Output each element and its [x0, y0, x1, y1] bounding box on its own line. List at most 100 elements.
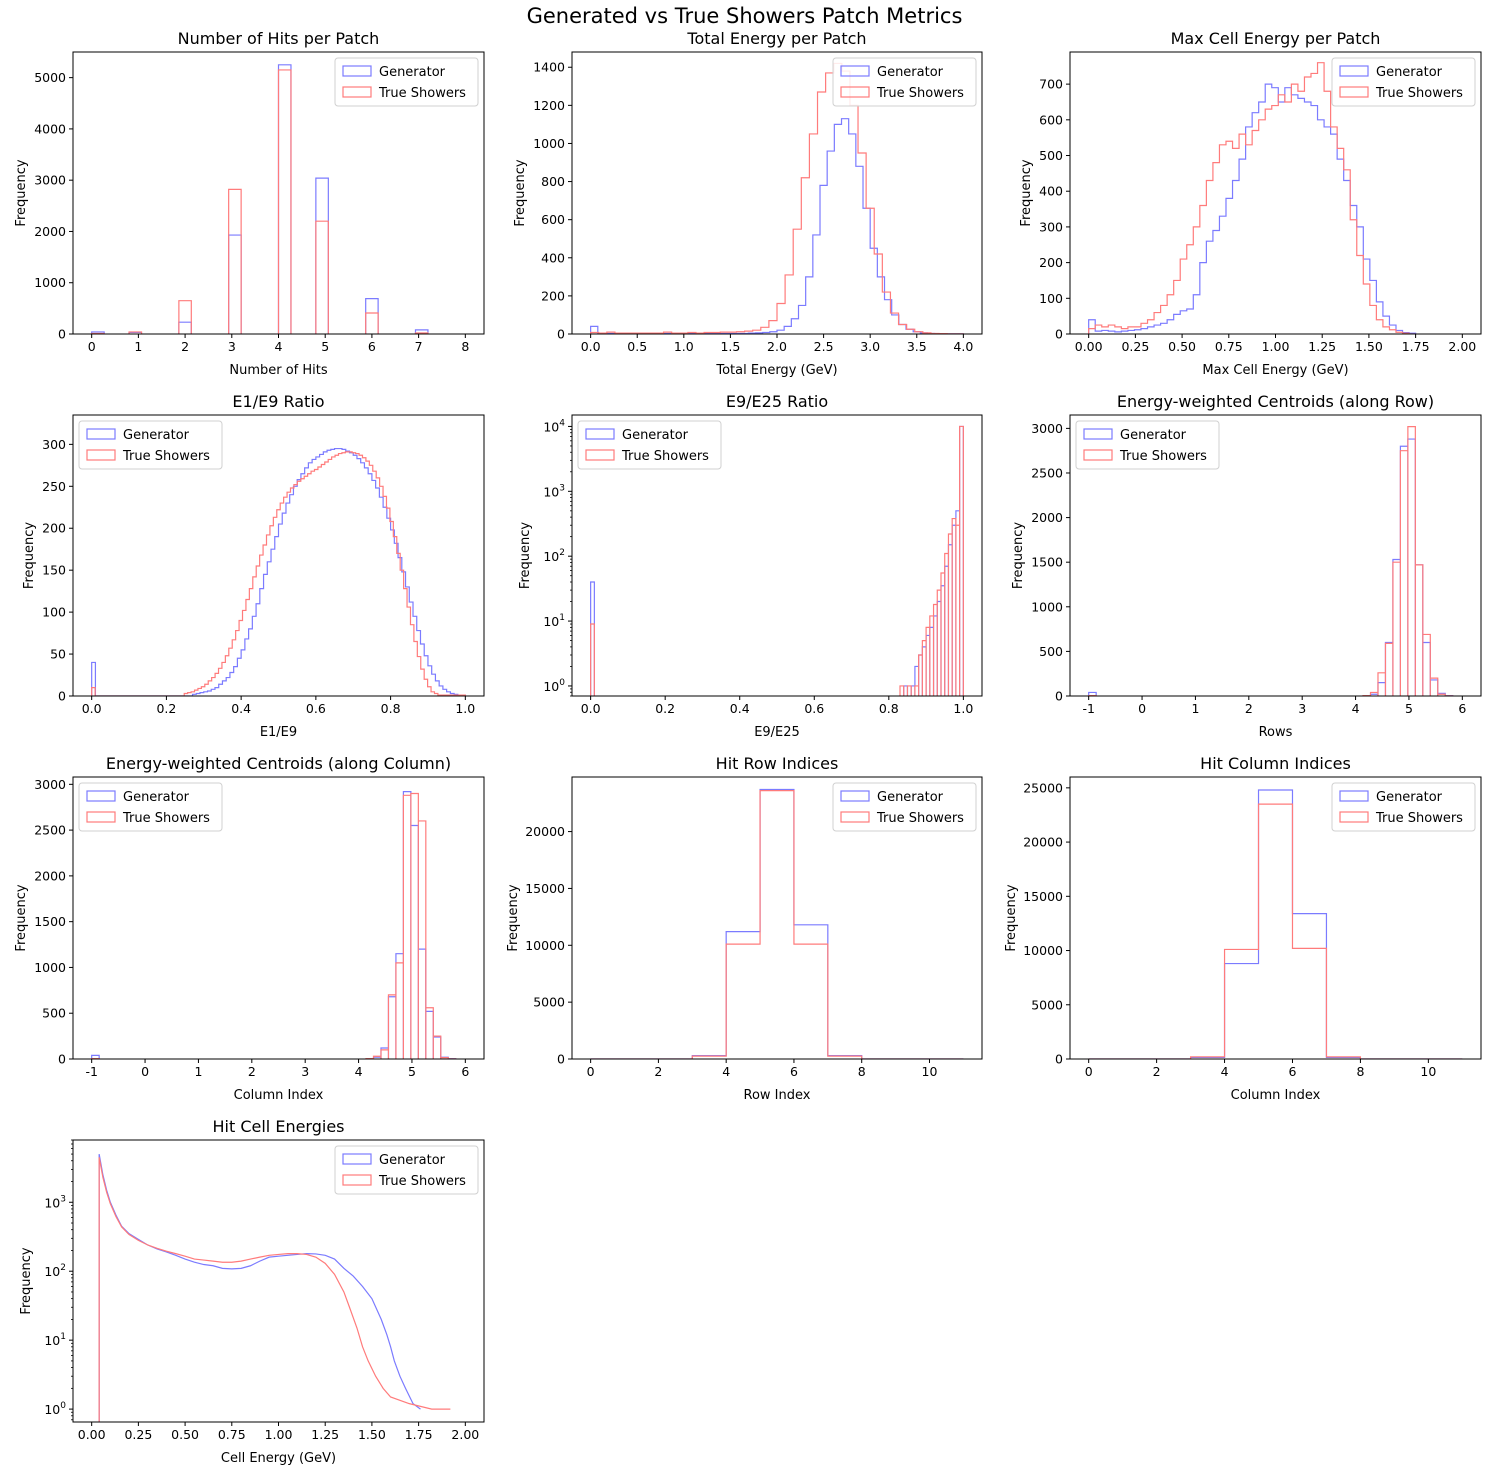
plot-area — [98, 1153, 451, 1422]
x-tick-label: 2 — [654, 1064, 662, 1079]
legend-swatch-true-showers — [1339, 811, 1369, 823]
y-tick-label: 600 — [1039, 112, 1063, 127]
plot-area — [590, 62, 964, 334]
y-tick-label: 25000 — [1023, 780, 1063, 795]
legend-label-generator: Generator — [877, 790, 944, 805]
legend: Generator True Showers — [334, 1145, 479, 1195]
y-tick-label: 20000 — [1023, 835, 1063, 850]
axes-frame — [72, 776, 485, 1060]
x-tick-label: 0.5 — [627, 339, 647, 354]
y-axis-label: Frequency — [14, 159, 29, 226]
x-tick-label: 0.25 — [1121, 339, 1149, 354]
y-axis-label: Frequency — [19, 1247, 34, 1314]
y-tick-label: 500 — [1039, 644, 1063, 659]
series-true-showers — [91, 451, 466, 696]
y-tick-label: 5000 — [533, 995, 565, 1010]
series-true-showers — [98, 1157, 451, 1422]
axes-frame — [1069, 776, 1482, 1060]
legend-label-true-showers: True Showers — [621, 449, 709, 464]
legend: Generator True Showers — [832, 57, 977, 107]
y-tick-label: 250 — [42, 479, 66, 494]
legend-label-true-showers: True Showers — [876, 86, 964, 101]
y-tick-label: 101 — [543, 613, 565, 629]
y-axis-label: Frequency — [513, 159, 528, 226]
y-tick-label: 2000 — [34, 224, 66, 239]
legend-swatch-generator — [840, 790, 870, 802]
y-tick-label: 100 — [44, 1401, 66, 1417]
y-tick-label: 400 — [541, 250, 565, 265]
legend-swatch-true-showers — [86, 811, 116, 823]
legend-swatch-true-showers — [1083, 449, 1113, 461]
legend-label-generator: Generator — [622, 428, 689, 443]
x-tick-label: 5 — [1405, 701, 1413, 716]
x-tick-label: 4.0 — [953, 339, 973, 354]
y-tick-label: 50 — [50, 647, 66, 662]
y-tick-label: 150 — [42, 563, 66, 578]
plot-area — [590, 425, 964, 696]
legend-swatch-true-showers — [840, 811, 870, 823]
y-tick-label: 3000 — [1031, 421, 1063, 436]
x-tick-label: 2 — [181, 339, 189, 354]
x-tick-label: 1.0 — [674, 339, 694, 354]
x-axis-label: Total Energy (GeV) — [715, 363, 837, 378]
x-tick-label: 1 — [1191, 701, 1199, 716]
y-tick-label: 1000 — [1031, 599, 1063, 614]
legend-swatch-generator — [342, 1153, 372, 1165]
x-tick-label: 0.25 — [124, 1427, 152, 1442]
x-tick-label: 1.25 — [311, 1427, 339, 1442]
y-axis-label: Frequency — [518, 522, 533, 589]
subplot-1: 0 1 2 3 4 5 6 7 8 0 1000 2000 3000 4000 5000 Number of … — [14, 29, 485, 378]
subplot-3: 0.00 0.25 0.50 0.75 1.00 1.25 1.50 1.75 2.00 0 100… — [1019, 29, 1482, 378]
legend-label-true-showers: True Showers — [378, 86, 466, 101]
y-tick-label: 600 — [541, 212, 565, 227]
y-tick-label: 102 — [44, 1263, 66, 1279]
x-tick-label: 0.8 — [381, 701, 401, 716]
y-tick-label: 15000 — [525, 881, 565, 896]
subplot-9: 0 2 4 6 8 10 0 5000 10000 15000 20000 25000 Hit Colu… — [1004, 754, 1482, 1103]
subplot-title: Hit Cell Energies — [213, 1117, 345, 1136]
y-tick-label: 0 — [58, 689, 66, 704]
x-tick-label: 1.00 — [265, 1427, 293, 1442]
y-tick-label: 0 — [557, 327, 565, 342]
x-tick-label: 2.00 — [451, 1427, 479, 1442]
subplot-title: Hit Row Indices — [716, 754, 839, 773]
y-tick-label: 5000 — [1031, 997, 1063, 1012]
y-tick-label: 300 — [1039, 219, 1063, 234]
legend-swatch-generator — [1339, 790, 1369, 802]
x-tick-label: 0.0 — [581, 339, 601, 354]
x-axis-label: Column Index — [1231, 1088, 1321, 1103]
x-tick-label: 0.0 — [581, 701, 601, 716]
axes-frame — [571, 776, 983, 1060]
plot-area — [1088, 62, 1417, 334]
y-tick-label: 200 — [1039, 255, 1063, 270]
x-tick-label: -1 — [1082, 701, 1094, 716]
x-tick-label: 10 — [922, 1064, 938, 1079]
series-generator — [590, 425, 964, 696]
x-tick-label: 0 — [1138, 701, 1146, 716]
subplot-8: 0 2 4 6 8 10 0 5000 10000 15000 20000 Hit Row Indic… — [506, 754, 983, 1103]
x-tick-label: 3.5 — [907, 339, 927, 354]
x-axis-label: Number of Hits — [229, 363, 328, 378]
legend-swatch-true-showers — [840, 86, 870, 98]
legend-label-generator: Generator — [123, 790, 190, 805]
legend-swatch-generator — [86, 428, 116, 440]
legend-swatch-true-showers — [86, 449, 116, 461]
x-axis-label: Rows — [1259, 725, 1293, 740]
x-tick-label: 1.50 — [358, 1427, 386, 1442]
x-tick-label: 6 — [790, 1064, 798, 1079]
x-tick-label: 0 — [141, 1064, 149, 1079]
subplot-title: Total Energy per Patch — [686, 29, 866, 48]
x-tick-label: 2.0 — [767, 339, 787, 354]
y-axis-label: Frequency — [506, 884, 521, 951]
legend-swatch-generator — [585, 428, 615, 440]
legend: Generator True Showers — [832, 782, 977, 832]
x-tick-label: 0.75 — [1215, 339, 1243, 354]
legend-label-generator: Generator — [1376, 65, 1443, 80]
legend-label-true-showers: True Showers — [378, 1174, 466, 1189]
x-tick-label: 0.2 — [655, 701, 675, 716]
axes-frame — [72, 414, 485, 697]
legend-label-true-showers: True Showers — [876, 811, 964, 826]
subplot-title: Hit Column Indices — [1200, 754, 1351, 773]
x-axis-label: Column Index — [234, 1088, 324, 1103]
